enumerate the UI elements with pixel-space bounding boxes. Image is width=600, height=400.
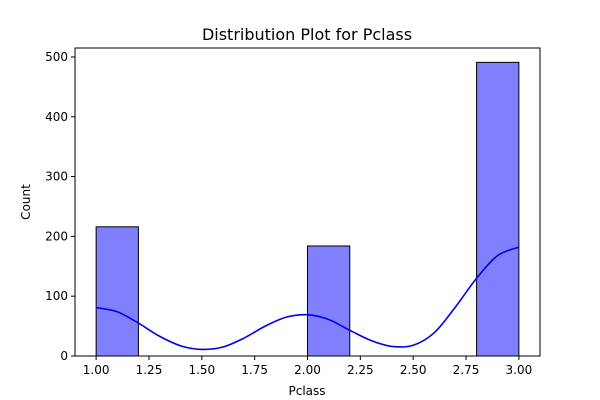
y-axis: 0 100 200 300 400 500 xyxy=(45,50,75,363)
x-tick-label: 1.25 xyxy=(136,363,163,377)
histogram-bar-1 xyxy=(95,226,139,357)
y-axis-label: Count xyxy=(19,184,33,220)
chart-title: Distribution Plot for Pclass xyxy=(202,25,412,44)
x-axis-label: Pclass xyxy=(288,384,325,398)
plot-area xyxy=(95,61,520,357)
histogram-bar-2 xyxy=(307,245,351,357)
x-tick-label: 3.00 xyxy=(506,363,533,377)
y-tick-label: 400 xyxy=(45,110,68,124)
y-tick-label: 0 xyxy=(60,349,68,363)
kde-line xyxy=(95,246,520,351)
x-tick-label: 2.00 xyxy=(294,363,321,377)
x-tick-label: 2.75 xyxy=(453,363,480,377)
x-tick-label: 2.50 xyxy=(400,363,427,377)
x-tick-label: 1.75 xyxy=(241,363,268,377)
x-tick-label: 1.50 xyxy=(188,363,215,377)
x-tick-label: 2.25 xyxy=(347,363,374,377)
x-tick-label: 1.00 xyxy=(83,363,110,377)
y-tick-label: 300 xyxy=(45,170,68,184)
histogram-bar-3 xyxy=(476,61,520,357)
y-tick-label: 100 xyxy=(45,289,68,303)
y-tick-label: 500 xyxy=(45,50,68,64)
x-axis: 1.00 1.25 1.50 1.75 2.00 2.25 2.50 2.75 3.00 xyxy=(83,356,532,377)
y-tick-label: 200 xyxy=(45,229,68,243)
